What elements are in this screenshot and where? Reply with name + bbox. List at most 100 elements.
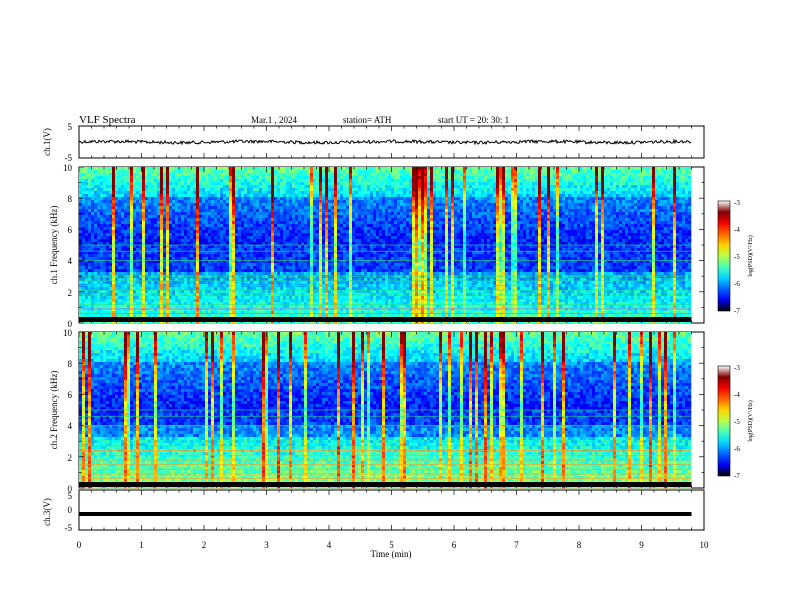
spectrogram-cell (580, 230, 584, 234)
spectrogram-cell (199, 167, 203, 171)
spectrogram-cell (226, 191, 230, 195)
spectrogram-cell (688, 197, 692, 201)
spectrogram-cell (121, 200, 125, 204)
spectrogram-cell (592, 206, 596, 210)
spectrogram-cell (106, 173, 110, 177)
spectrogram-cell (349, 230, 353, 234)
spectrogram-cell (358, 197, 362, 201)
spectrogram-cell (355, 197, 359, 201)
spectrogram-cell (229, 215, 233, 219)
spectrogram-cell (244, 233, 248, 237)
spectrogram-cell (469, 236, 473, 240)
spectrogram-cell (250, 179, 254, 183)
spectrogram-cell (349, 221, 353, 225)
spectrogram-cell (247, 197, 251, 201)
spectrogram-cell (250, 167, 254, 171)
spectrogram-cell (484, 224, 488, 228)
spectrogram-cell (478, 191, 482, 195)
spectrogram-cell (430, 203, 434, 207)
spectrogram-cell (298, 173, 302, 177)
spectrogram-cell (283, 233, 287, 237)
spectrogram-cell (181, 185, 185, 189)
spectrogram-cell (685, 191, 689, 195)
spectrogram-cell (496, 215, 500, 219)
spectrogram-cell (184, 188, 188, 192)
ch1-y-axis-label: ch.1(V) (42, 128, 52, 156)
spectrogram-cell (127, 209, 131, 213)
spectrogram-cell (436, 233, 440, 237)
spectrogram-cell (358, 215, 362, 219)
spectrogram-cell (619, 230, 623, 234)
spectrogram-cell (547, 209, 551, 213)
spectrogram-cell (412, 170, 416, 174)
spectrogram-cell (613, 194, 617, 198)
spectrogram-cell (682, 227, 686, 231)
spectrogram-cell (367, 197, 371, 201)
spectrogram-cell (94, 203, 98, 207)
spectrogram-cell (487, 188, 491, 192)
spectrogram-cell (241, 170, 245, 174)
spectrogram-cell (217, 203, 221, 207)
spectrogram-cell (244, 206, 248, 210)
spectrogram-cell (415, 230, 419, 234)
spectrogram-cell (256, 176, 260, 180)
spectrogram-cell (457, 176, 461, 180)
spectrogram-cell (112, 233, 116, 237)
spectrogram-cell (538, 182, 542, 186)
spectrogram-cell (445, 167, 449, 171)
spectrogram-cell (148, 224, 152, 228)
spectrogram-cell (319, 179, 323, 183)
spectrogram-cell (517, 218, 521, 222)
spectrogram-cell (178, 218, 182, 222)
spectrogram-cell (361, 170, 365, 174)
spectrogram-cell (673, 182, 677, 186)
spectrogram-cell (106, 191, 110, 195)
spectrogram-cell (577, 200, 581, 204)
spectrogram-cell (454, 215, 458, 219)
spectrogram-cell (406, 182, 410, 186)
spectrogram-cell (553, 209, 557, 213)
spectrogram-cell (688, 167, 692, 171)
spectrogram-cell (622, 218, 626, 222)
spectrogram-cell (289, 209, 293, 213)
spectrogram-cell (424, 170, 428, 174)
spectrogram-cell (148, 206, 152, 210)
spectrogram-cell (412, 182, 416, 186)
spectrogram-cell (184, 182, 188, 186)
spectrogram-cell (418, 221, 422, 225)
spectrogram-cell (376, 218, 380, 222)
spectrogram-cell (589, 179, 593, 183)
spectrogram-cell (190, 188, 194, 192)
spectrogram-cell (376, 206, 380, 210)
spectrogram-cell (442, 194, 446, 198)
spectrogram-cell (250, 182, 254, 186)
spectrogram-cell (391, 179, 395, 183)
spectrogram-cell (112, 176, 116, 180)
spectrogram-cell (340, 221, 344, 225)
spectrogram-cell (493, 230, 497, 234)
spectrogram-cell (289, 236, 293, 240)
spectrogram-cell (448, 218, 452, 222)
spectrogram-cell (481, 167, 485, 171)
spectrogram-cell (463, 197, 467, 201)
spectrogram-cell (490, 194, 494, 198)
spectrogram-cell (187, 170, 191, 174)
spectrogram-cell (343, 176, 347, 180)
spectrogram-cell (94, 182, 98, 186)
spectrogram-cell (187, 182, 191, 186)
spectrogram-cell (631, 173, 635, 177)
spectrogram-cell (571, 182, 575, 186)
spectrogram-cell (415, 215, 419, 219)
spectrogram-cell (469, 194, 473, 198)
spectrogram-cell (286, 167, 290, 171)
spectrogram-cell (97, 206, 101, 210)
spectrogram-cell (100, 227, 104, 231)
spectrogram-cell (508, 179, 512, 183)
spectrogram-cell (139, 215, 143, 219)
spectrogram-cell (388, 215, 392, 219)
spectrogram-cell (148, 227, 152, 231)
spectrogram-cell (538, 173, 542, 177)
spectrogram-cell (655, 179, 659, 183)
spectrogram-cell (103, 167, 107, 171)
spectrogram-cell (154, 191, 158, 195)
